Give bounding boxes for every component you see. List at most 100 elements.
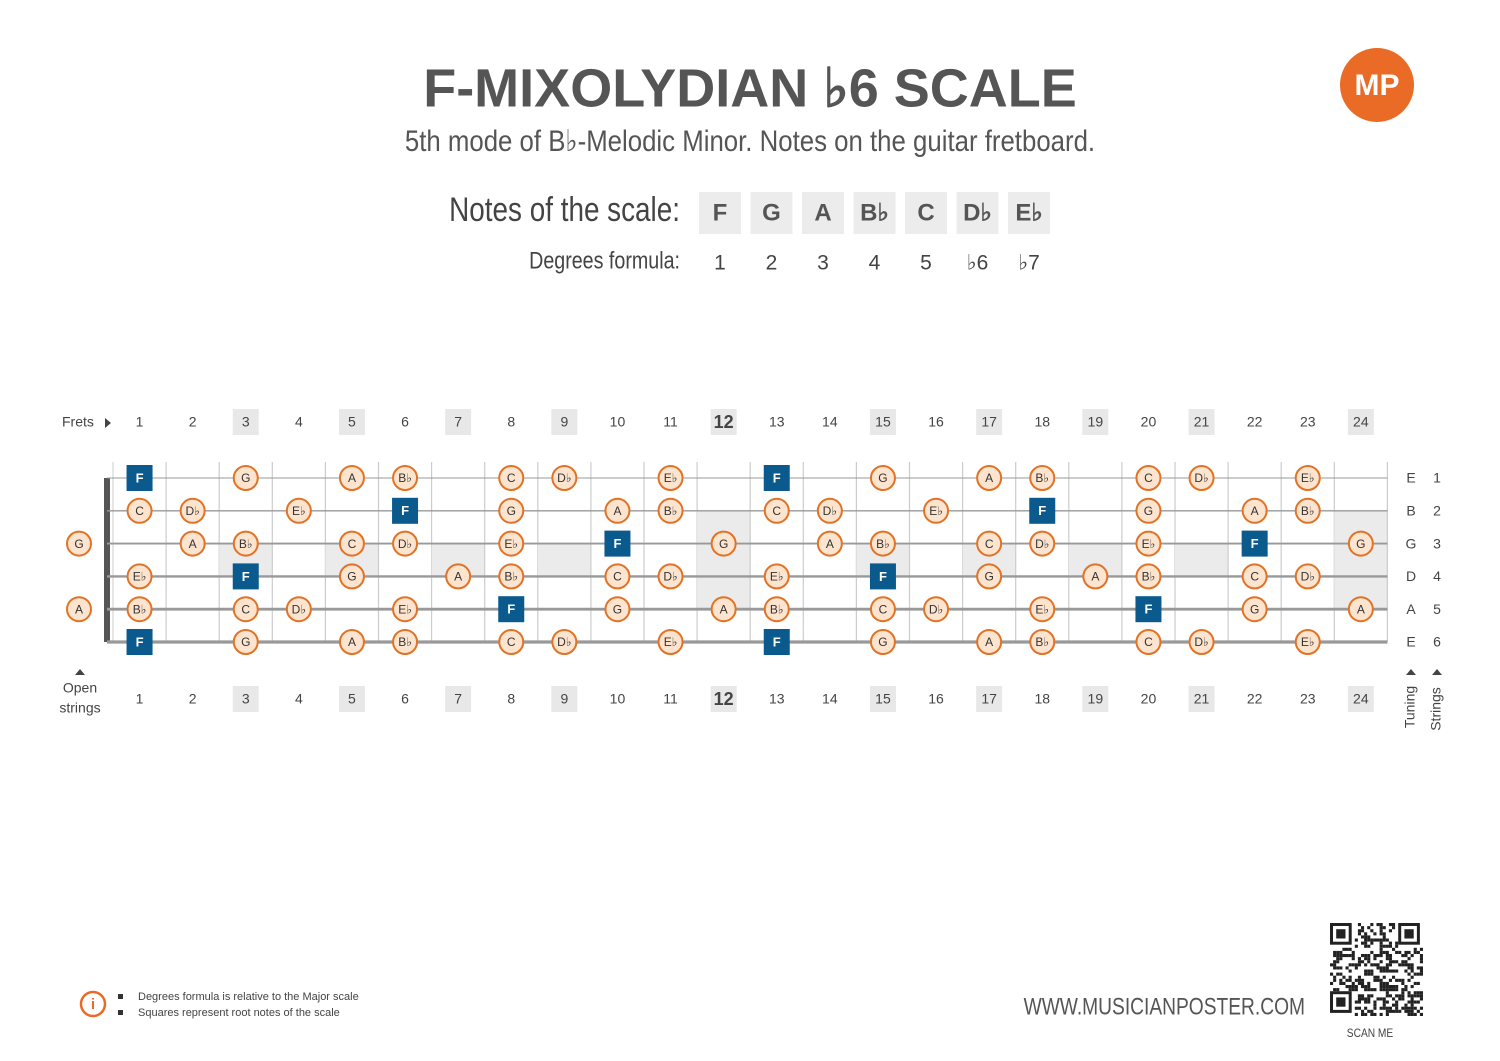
fret-number: 18 xyxy=(1034,691,1050,707)
root-note xyxy=(1135,596,1162,623)
note-label: F xyxy=(136,634,144,649)
qr-cell xyxy=(1395,978,1399,982)
scale-note: C xyxy=(917,199,934,226)
note-label: A xyxy=(348,635,356,649)
qr-cell xyxy=(1401,991,1405,995)
root-note xyxy=(126,629,153,655)
qr-cell xyxy=(1361,929,1365,933)
note-label: D♭ xyxy=(292,602,306,616)
fret-number-box xyxy=(1082,686,1109,712)
qr-cell xyxy=(1379,997,1383,1001)
fret-marker xyxy=(537,543,591,577)
root-note xyxy=(498,596,525,623)
qr-cell xyxy=(1351,957,1355,961)
fret-number-box xyxy=(338,686,365,712)
qr-cell xyxy=(1370,929,1374,933)
note-label: E♭ xyxy=(664,471,678,485)
qr-cell xyxy=(1410,963,1414,967)
qr-cell xyxy=(1388,985,1392,989)
note-box xyxy=(750,192,793,234)
qr-cell xyxy=(1357,923,1361,927)
scale-note: A xyxy=(814,199,831,226)
note-label: A xyxy=(826,537,834,551)
note xyxy=(869,629,896,655)
fret-number-box xyxy=(976,409,1003,435)
note xyxy=(498,497,525,524)
note-label: D♭ xyxy=(1035,537,1049,551)
qr-cell xyxy=(1361,960,1365,964)
note-label: B♭ xyxy=(876,537,890,551)
qr-cell xyxy=(1336,988,1340,992)
qr-cell xyxy=(1410,1006,1414,1010)
qr-cell xyxy=(1376,997,1380,1001)
note-label: A xyxy=(348,471,356,485)
qr-cell xyxy=(1416,972,1420,976)
qr-cell xyxy=(1416,1009,1420,1013)
qr-cell xyxy=(1407,978,1411,982)
note-label: D♭ xyxy=(823,504,837,518)
qr-cell xyxy=(1416,991,1420,995)
qr-cell xyxy=(1379,1012,1383,1016)
note xyxy=(657,629,684,655)
note xyxy=(1241,596,1268,623)
qr-cell xyxy=(1373,932,1377,936)
note xyxy=(1347,530,1374,557)
note-label: B♭ xyxy=(239,537,253,551)
qr-cell xyxy=(1367,954,1371,958)
qr-cell xyxy=(1367,935,1371,939)
note-label: F xyxy=(773,634,781,649)
note xyxy=(1241,497,1268,524)
note xyxy=(763,563,790,590)
tuning: G xyxy=(1406,535,1417,551)
fret-number: 11 xyxy=(663,691,678,707)
note-label: G xyxy=(1356,537,1365,551)
note xyxy=(338,530,365,557)
note-label: G xyxy=(241,471,250,485)
qr-cell xyxy=(1382,938,1386,942)
qr-cell xyxy=(1392,947,1396,951)
qr-cell xyxy=(1342,954,1346,958)
note-label: B♭ xyxy=(133,602,147,616)
qr-cell xyxy=(1373,1003,1377,1007)
qr-cell xyxy=(1382,975,1386,979)
arrow xyxy=(75,669,85,675)
qr-cell xyxy=(1379,954,1383,958)
qr-cell xyxy=(1351,954,1355,958)
note xyxy=(869,465,896,491)
qr-cell xyxy=(1385,938,1389,942)
qr-cell xyxy=(1404,1003,1408,1007)
note xyxy=(498,465,525,491)
qr-cell xyxy=(1342,975,1346,979)
qr-cell xyxy=(1392,997,1396,1001)
tuning-label: Tuning xyxy=(1402,686,1418,728)
qr-cell xyxy=(1382,981,1386,985)
qr-cell xyxy=(1416,981,1420,985)
note-label: B♭ xyxy=(770,602,784,616)
note xyxy=(179,530,206,557)
qr-cell xyxy=(1385,1012,1389,1016)
qr-cell xyxy=(1333,978,1337,982)
qr-cell xyxy=(1367,969,1371,973)
qr-cell xyxy=(1407,1006,1411,1010)
qr-cell xyxy=(1339,966,1343,970)
qr-cell xyxy=(1407,950,1411,954)
note-label: D♭ xyxy=(557,635,571,649)
qr-cell xyxy=(1392,960,1396,964)
qr-cell xyxy=(1379,1006,1383,1010)
qr-cell xyxy=(1382,1006,1386,1010)
qr-cell xyxy=(1388,963,1392,967)
tuning: D xyxy=(1406,568,1416,584)
fret-number: 9 xyxy=(560,414,568,430)
qr-cell xyxy=(1336,966,1340,970)
note xyxy=(1082,563,1109,590)
root-note xyxy=(126,465,153,491)
qr-cell xyxy=(1401,954,1405,958)
note-label: C xyxy=(1144,635,1153,649)
fret-number-box xyxy=(445,409,472,435)
fret-number: 24 xyxy=(1353,414,1369,430)
qr-cell xyxy=(1419,954,1423,958)
note xyxy=(869,530,896,557)
qr-cell xyxy=(1395,988,1399,992)
tuning: A xyxy=(1406,601,1416,617)
qr-cell xyxy=(1379,950,1383,954)
